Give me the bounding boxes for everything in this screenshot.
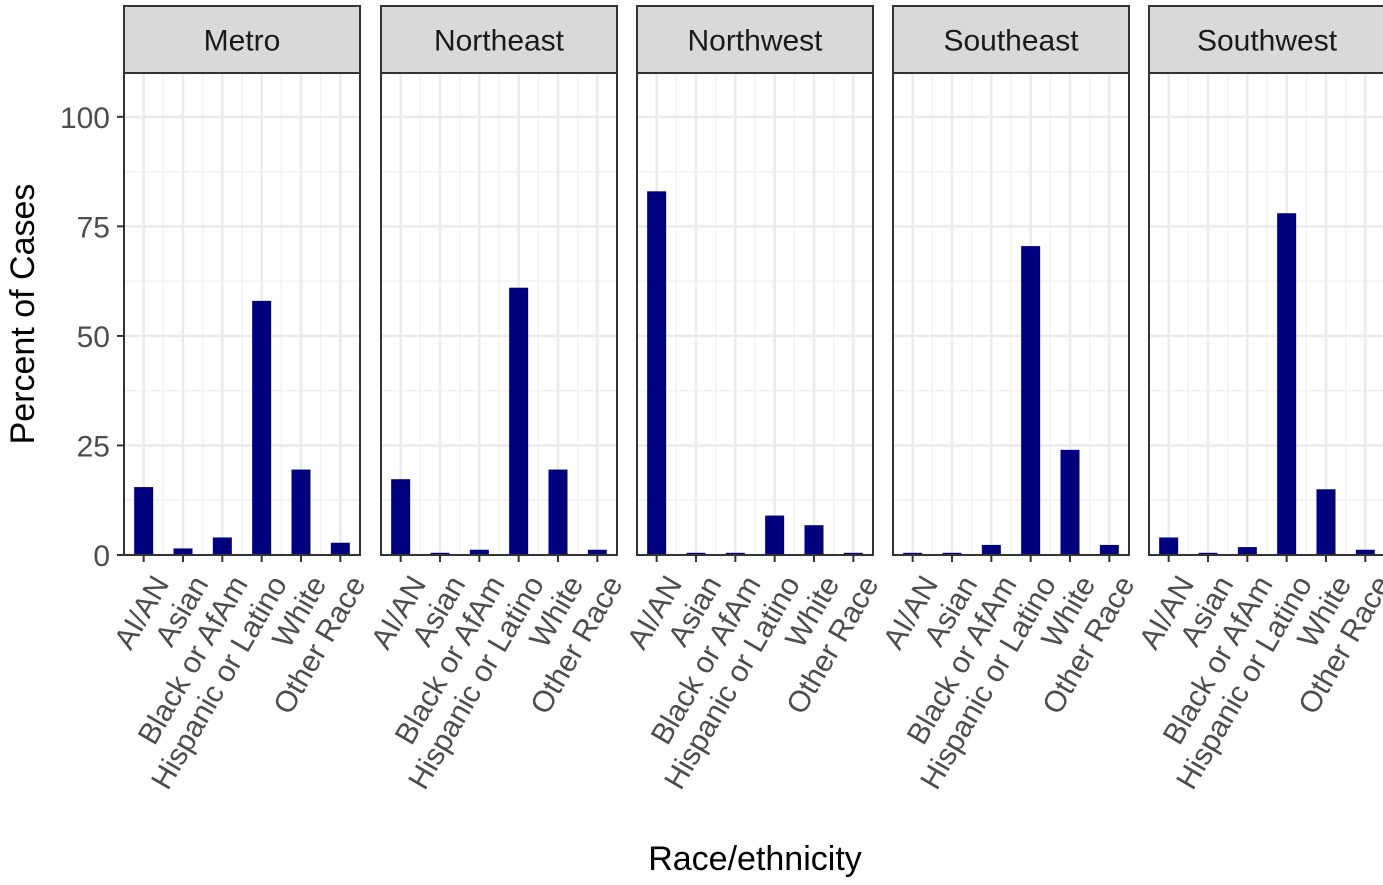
y-tick-label: 25 [77,430,110,463]
bar-southeast-4 [1060,449,1080,555]
bar-northeast-5 [587,549,607,555]
bar-southwest-5 [1355,549,1375,555]
strip-background [380,5,618,74]
y-tick-label: 100 [60,102,110,135]
bar-northeast-2 [469,549,489,555]
strip-label: Metro [204,25,281,58]
bar-southwest-2 [1237,547,1257,555]
x-axis-title: Race/ethnicity [648,840,862,878]
strip-label: Southeast [943,25,1079,58]
bar-metro-5 [330,542,350,555]
panel-background [1149,73,1383,555]
bar-southeast-5 [1099,544,1119,555]
bar-northwest-4 [804,525,824,555]
bar-northwest-0 [647,191,667,556]
bar-metro-0 [134,487,154,555]
y-tick-label: 0 [93,540,110,573]
strip-background [1148,5,1383,74]
y-tick-label: 75 [77,211,110,244]
strip-label: Northeast [434,25,565,58]
bar-northwest-5 [843,552,863,555]
bar-northwest-1 [686,552,706,555]
bar-southwest-0 [1159,537,1179,555]
bar-southwest-3 [1277,213,1297,555]
bar-northwest-3 [765,515,785,555]
bar-northeast-1 [430,552,450,555]
strip-background [636,5,874,74]
bar-southwest-4 [1316,489,1336,555]
strip-label: Southwest [1197,25,1338,58]
bar-metro-4 [291,469,311,555]
bar-southeast-1 [942,552,962,555]
y-axis-title: Percent of Cases [4,184,42,445]
bar-metro-1 [173,548,193,555]
bar-northeast-3 [509,287,529,555]
strip-label: Northwest [687,25,823,58]
bar-northeast-4 [548,469,568,555]
bar-metro-2 [212,537,232,555]
bar-southeast-2 [981,544,1001,555]
bar-southwest-1 [1198,552,1218,555]
strip-background [892,5,1130,74]
y-tick-label: 50 [77,321,110,354]
bar-northwest-2 [725,552,745,555]
y-axis: 0 25 50 75 100 [60,102,124,573]
bar-southeast-0 [903,552,923,555]
strip-background [123,5,361,74]
bar-metro-3 [252,300,272,555]
bar-northeast-0 [391,479,411,555]
bar-southeast-3 [1021,246,1041,555]
